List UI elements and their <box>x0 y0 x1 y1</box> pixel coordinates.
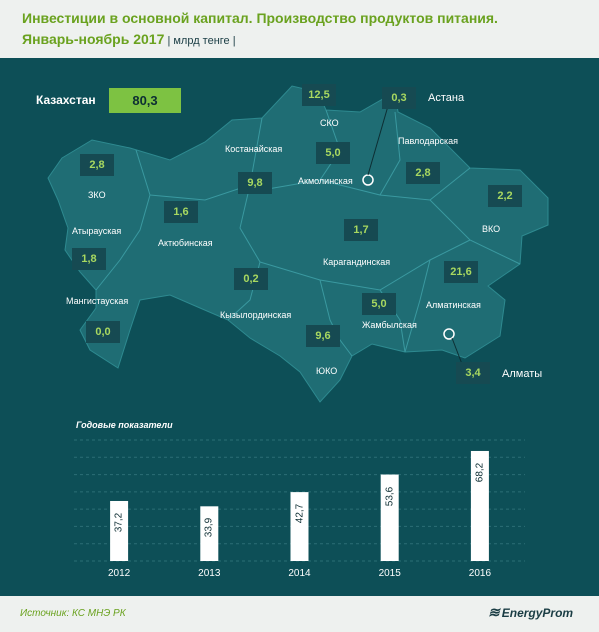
value-callout-kyzylorda: 0,2 <box>234 268 268 290</box>
region-name-mangistau: Мангистауская <box>66 296 129 306</box>
region-name-karaganda: Карагандинская <box>323 257 391 267</box>
bar-value-label-2012: 37,2 <box>113 512 125 533</box>
bar-2016 <box>470 450 489 561</box>
value-callout-aktobe: 1,6 <box>164 201 198 223</box>
page-title: Инвестиции в основной капитал. Производс… <box>22 10 498 26</box>
value-callout-zko: 2,8 <box>80 154 114 176</box>
total-value: 80,3 <box>109 88 181 113</box>
bar-value-label-2016: 68,2 <box>474 462 486 483</box>
region-name-aktobe: Актюбинская <box>158 238 213 248</box>
source-note: Источник: КС МНЭ РК <box>20 608 126 619</box>
x-tick-label-2012: 2012 <box>107 568 131 579</box>
value-callout-almaty: 3,4 <box>456 362 490 384</box>
region-name-pavlodar: Павлодарская <box>398 136 458 146</box>
x-tick-label-2014: 2014 <box>288 568 311 579</box>
bar-value-label-2014: 42,7 <box>294 503 305 524</box>
city-name-almaty: Алматы <box>502 368 543 380</box>
region-name-atyrau: Атырауская <box>72 226 122 236</box>
region-borders <box>95 109 521 357</box>
bar-2014 <box>290 492 309 561</box>
region-name-yuko: ЮКО <box>316 366 338 376</box>
bar-value-label-2015: 53,6 <box>384 486 396 506</box>
region-name-almaty-region: Алматинская <box>426 300 481 310</box>
logo-text: EnergyProm <box>501 606 574 620</box>
value-callout-kostanay: 9,8 <box>238 172 272 194</box>
region-name-vko: ВКО <box>482 224 501 234</box>
bar-2012 <box>110 500 129 561</box>
value-callout-pavlodar: 2,8 <box>406 162 440 184</box>
brand-logo: ≋ EnergyProm <box>488 604 573 621</box>
x-tick-label-2015: 2015 <box>378 568 401 579</box>
value-callout-yuko: 9,6 <box>306 325 340 347</box>
value-callout-astana: 0,3 <box>382 87 416 109</box>
x-tick-label-2013: 2013 <box>198 568 221 579</box>
bar-value-label-2013: 33,9 <box>203 518 215 538</box>
value-callout-zhambyl: 5,0 <box>362 293 396 315</box>
logo-icon: ≋ <box>488 604 500 620</box>
header: Инвестиции в основной капитал. Производс… <box>0 0 599 58</box>
page-subtitle: Январь-ноябрь 2017 | млрд тенге | <box>22 31 236 47</box>
bar-2015 <box>380 474 399 561</box>
unit-label: | млрд тенге | <box>164 35 236 47</box>
footer <box>0 596 599 632</box>
value-callout-vko: 2,2 <box>488 185 522 207</box>
value-callout-sko: 12,5 <box>302 84 336 106</box>
region-name-akmola: Акмолинская <box>298 176 353 186</box>
period-label: Январь-ноябрь 2017 <box>22 31 165 47</box>
region-name-kyzylorda: Кызылординская <box>220 310 292 320</box>
chart-bars <box>110 450 489 561</box>
region-name-zhambyl: Жамбылская <box>362 320 417 330</box>
chart-title: Годовые показатели <box>76 420 173 430</box>
value-callout-karaganda: 1,7 <box>344 219 378 241</box>
value-callout-almaty-region: 21,6 <box>444 261 478 283</box>
value-callout-akmola: 5,0 <box>316 142 350 164</box>
value-callout-mangistau: 0,0 <box>86 321 120 343</box>
total-label: Казахстан <box>36 93 96 107</box>
x-tick-label-2016: 2016 <box>468 568 492 579</box>
region-name-kostanay: Костанайская <box>225 144 283 154</box>
region-name-sko: СКО <box>320 118 339 128</box>
city-name-astana: Астана <box>428 92 465 104</box>
value-callout-atyrau: 1,8 <box>72 248 106 270</box>
kazakhstan-map <box>47 85 549 403</box>
region-name-zko: ЗКО <box>88 190 106 200</box>
bar-2013 <box>200 506 219 561</box>
